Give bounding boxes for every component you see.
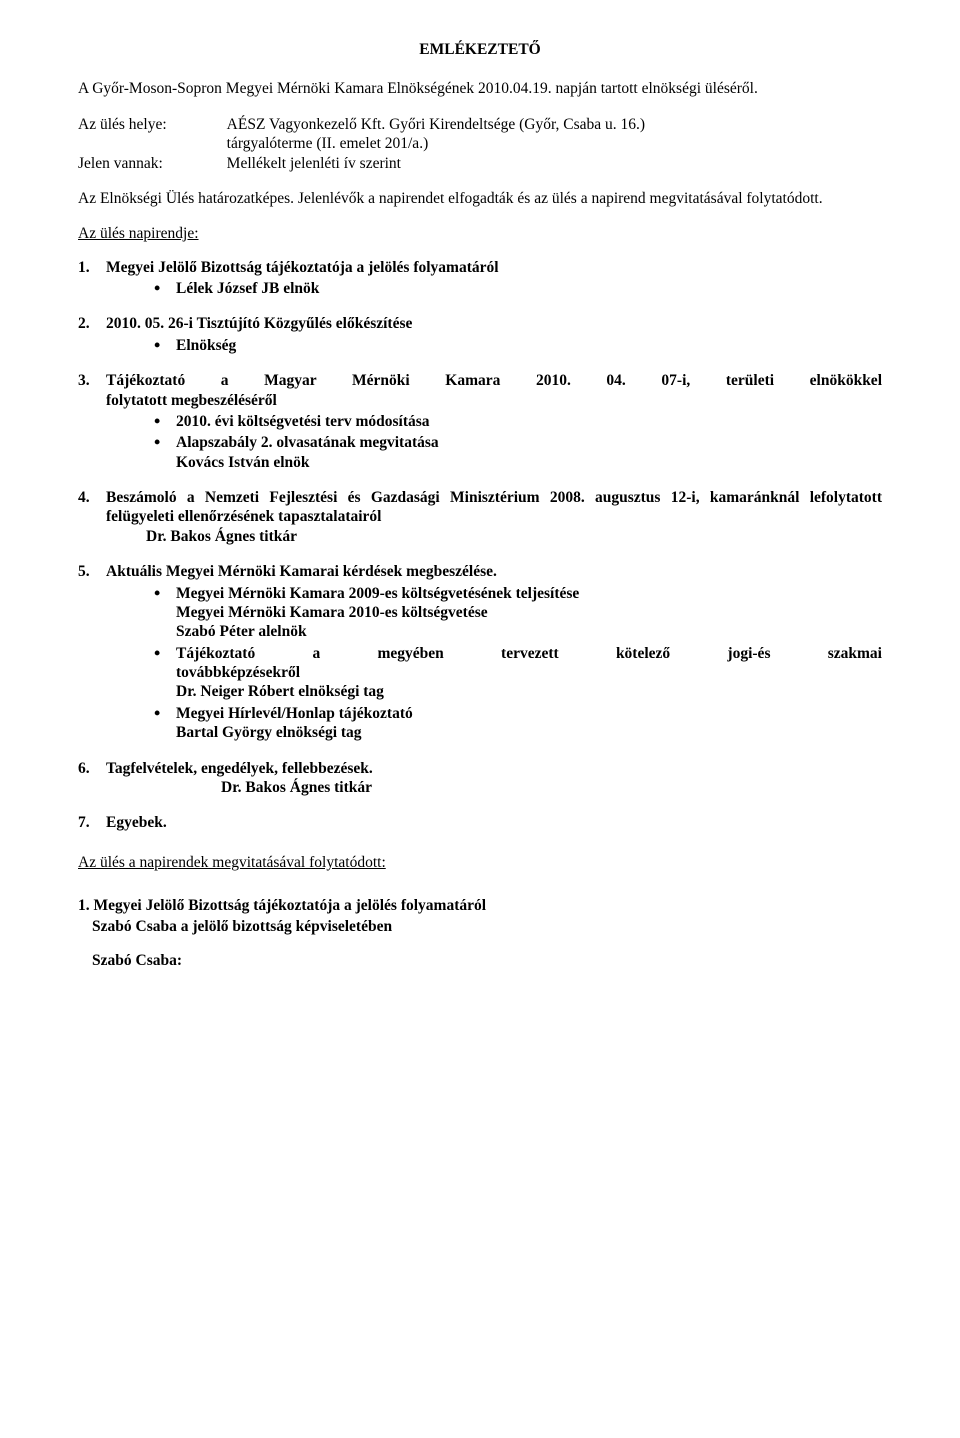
agenda-item-1: 1. Megyei Jelölő Bizottság tájékoztatója…: [78, 258, 882, 299]
agenda-item-3: 3. Tájékoztató a Magyar Mérnöki Kamara 2…: [78, 371, 882, 472]
agenda-item-title-line-1: Tájékoztató a Magyar Mérnöki Kamara 2010…: [106, 371, 882, 390]
agenda-item-number: 3.: [78, 371, 90, 390]
bullet-text: Alapszabály 2. olvasatának megvitatása: [176, 434, 439, 451]
agenda-heading: Az ülés napirendje:: [78, 224, 882, 243]
agenda-item-2: 2. 2010. 05. 26-i Tisztújító Közgyűlés e…: [78, 314, 882, 355]
agenda-item-number: 7.: [78, 813, 90, 832]
meta-present-value: Mellékelt jelenléti ív szerint: [227, 154, 645, 173]
agenda-item-title: Egyebek.: [106, 813, 882, 832]
section-1-heading: 1. Megyei Jelölő Bizottság tájékoztatója…: [78, 896, 882, 915]
agenda-item-5: 5. Aktuális Megyei Mérnöki Kamarai kérdé…: [78, 562, 882, 742]
meta-place-label: Az ülés helye:: [78, 115, 227, 154]
section-1-speaker: Szabó Csaba:: [92, 951, 882, 970]
agenda-attribution: Dr. Bakos Ágnes titkár: [146, 527, 882, 546]
bullet-line: továbbképzésekről: [176, 664, 300, 681]
meta-place-line-1: AÉSZ Vagyonkezelő Kft. Győri Kirendeltsé…: [227, 116, 645, 133]
bullet-line: Megyei Mérnöki Kamara 2009-es költségvet…: [176, 585, 579, 602]
agenda-item-title: Beszámoló a Nemzeti Fejlesztési és Gazda…: [106, 488, 882, 527]
document-title: EMLÉKEZTETŐ: [78, 40, 882, 59]
bullet-text: Megyei Hírlevél/Honlap tájékoztató: [176, 705, 413, 722]
agenda-bullet: 2010. évi költségvetési terv módosítása: [146, 412, 882, 431]
agenda-item-title-line-2: folytatott megbeszéléséről: [106, 391, 882, 410]
meta-block: Az ülés helye: AÉSZ Vagyonkezelő Kft. Gy…: [78, 115, 645, 173]
intro-paragraph: A Győr-Moson-Sopron Megyei Mérnöki Kamar…: [78, 79, 882, 98]
agenda-item-title: Megyei Jelölő Bizottság tájékoztatója a …: [106, 258, 882, 277]
agenda-item-7: 7. Egyebek.: [78, 813, 882, 832]
agenda-item-title: 2010. 05. 26-i Tisztújító Közgyűlés elők…: [106, 314, 882, 333]
bullet-attribution: Szabó Péter alelnök: [176, 623, 307, 640]
agenda-item-number: 5.: [78, 562, 90, 581]
section-1-subheading: Szabó Csaba a jelölő bizottság képvisele…: [92, 917, 882, 936]
agenda-bullet: Elnökség: [146, 336, 882, 355]
agenda-item-title: Tagfelvételek, engedélyek, fellebbezések…: [106, 759, 882, 778]
agenda-bullet: Lélek József JB elnök: [146, 279, 882, 298]
bullet-line: Megyei Mérnöki Kamara 2010-es költségvet…: [176, 604, 488, 621]
bullet-attribution: Kovács István elnök: [176, 454, 310, 471]
meta-place-line-2: tárgyalóterme (II. emelet 201/a.): [227, 135, 429, 152]
meta-present-label: Jelen vannak:: [78, 154, 227, 173]
bullet-attribution: Bartal György elnökségi tag: [176, 724, 362, 741]
quorum-paragraph: Az Elnökségi Ülés határozatképes. Jelenl…: [78, 189, 882, 208]
meta-place-value: AÉSZ Vagyonkezelő Kft. Győri Kirendeltsé…: [227, 115, 645, 154]
agenda-item-6: 6. Tagfelvételek, engedélyek, fellebbezé…: [78, 759, 882, 798]
agenda-bullet: Alapszabály 2. olvasatának megvitatása K…: [146, 433, 882, 472]
agenda-bullet: Megyei Hírlevél/Honlap tájékoztató Barta…: [146, 704, 882, 743]
bullet-line: Tájékoztató a megyében tervezett kötelez…: [176, 644, 882, 663]
agenda-attribution: Dr. Bakos Ágnes titkár: [221, 778, 882, 797]
agenda-bullet: Tájékoztató a megyében tervezett kötelez…: [146, 644, 882, 702]
agenda-item-number: 4.: [78, 488, 90, 507]
agenda-item-number: 6.: [78, 759, 90, 778]
agenda-item-4: 4. Beszámoló a Nemzeti Fejlesztési és Ga…: [78, 488, 882, 546]
closing-line: Az ülés a napirendek megvitatásával foly…: [78, 853, 882, 872]
agenda-list: 1. Megyei Jelölő Bizottság tájékoztatója…: [78, 258, 882, 833]
agenda-item-number: 1.: [78, 258, 90, 277]
agenda-item-title: Aktuális Megyei Mérnöki Kamarai kérdések…: [106, 562, 882, 581]
bullet-attribution: Dr. Neiger Róbert elnökségi tag: [176, 683, 384, 700]
agenda-bullet: Megyei Mérnöki Kamara 2009-es költségvet…: [146, 584, 882, 642]
agenda-item-number: 2.: [78, 314, 90, 333]
